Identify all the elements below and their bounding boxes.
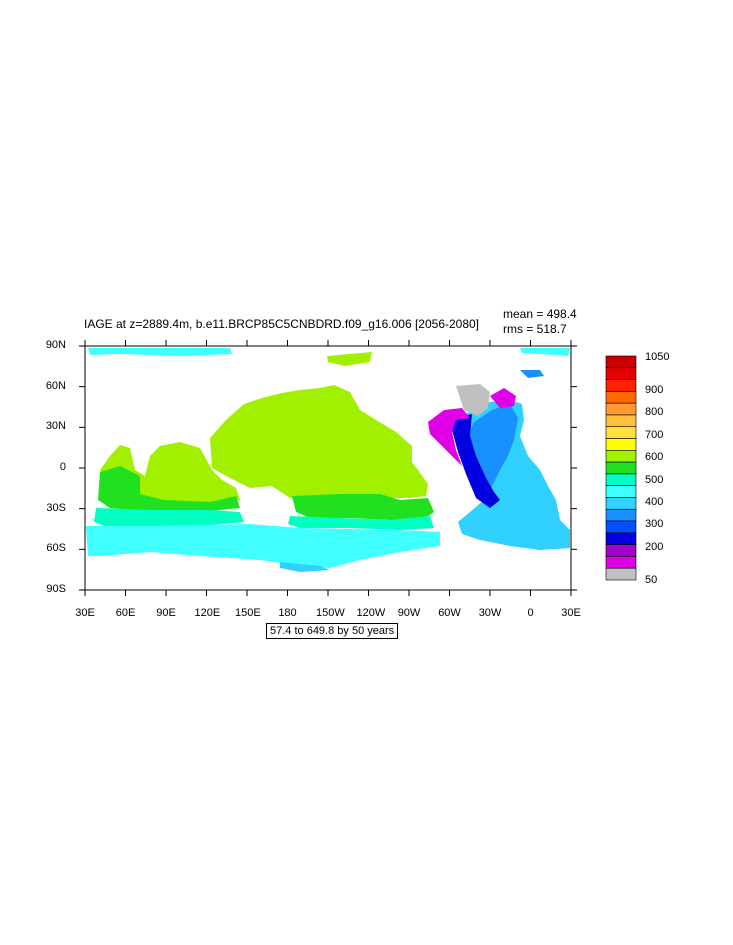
colorbar-label: 600	[645, 451, 664, 463]
lat-label: 90S	[46, 583, 66, 595]
colorbar-label: 800	[645, 406, 664, 418]
colorbar-box	[605, 379, 637, 392]
lat-label: 30N	[45, 420, 66, 433]
lon-label: 120E	[194, 607, 221, 619]
ocean-pacific-teal	[288, 516, 434, 530]
colorbar-box	[605, 508, 637, 522]
ocean-southern-blue	[280, 562, 330, 572]
colorbar-box	[605, 391, 637, 404]
lon-ticks	[84, 340, 572, 596]
lat-label: 0	[59, 461, 66, 473]
ocean-pacific	[210, 385, 428, 500]
colorbar-box	[605, 367, 637, 380]
colorbar-label: 50	[645, 574, 658, 586]
colorbar-box	[605, 497, 637, 510]
colorbar-label: 900	[645, 384, 664, 396]
ocean-arctic-west	[88, 348, 232, 356]
plot-title: IAGE at z=2889.4m, b.e11.BRCP85C5CNBDRD.…	[84, 317, 480, 331]
lon-label: 120W	[356, 607, 386, 619]
lat-label: 30S	[46, 501, 66, 514]
lon-label: 180	[278, 607, 297, 619]
greenland	[456, 384, 490, 416]
ocean-nordic	[490, 388, 516, 408]
lon-label: 30W	[478, 607, 502, 619]
colorbar-box	[605, 450, 637, 463]
contour-caption: 57.4 to 649.8 by 50 years	[266, 623, 399, 639]
colorbar-box	[605, 426, 637, 439]
ocean-arctic-green	[327, 352, 372, 366]
mean-stat: mean = 498.4	[503, 307, 577, 321]
lon-label: 90E	[156, 607, 176, 619]
colorbar-box	[605, 438, 637, 451]
lon-label: 90W	[397, 607, 421, 619]
lon-label: 0	[527, 607, 534, 619]
colorbar-label: 1050	[645, 351, 670, 363]
colorbar-box	[605, 532, 637, 545]
colorbar-box	[605, 485, 637, 498]
colorbar-label: 400	[645, 496, 664, 508]
lat-ticks	[79, 345, 577, 591]
lat-label: 60S	[46, 542, 66, 555]
lon-label: 60E	[115, 607, 136, 619]
colorbar-box	[605, 414, 637, 428]
ocean-labrador	[428, 408, 470, 466]
lon-label: 150E	[235, 607, 261, 619]
colorbar-box	[605, 544, 637, 557]
colorbar-box	[605, 556, 637, 569]
lon-label: 60W	[438, 607, 461, 619]
colorbar-box	[605, 520, 637, 534]
ocean-pacific-south	[292, 494, 434, 522]
ocean-indian-green	[98, 466, 240, 512]
colorbar-box	[605, 355, 637, 369]
colorbar-label: 500	[645, 474, 664, 486]
colorbar-box	[605, 402, 637, 416]
colorbar-box	[605, 567, 637, 581]
ocean-southern	[86, 524, 440, 568]
ocean-barents	[520, 370, 544, 378]
colorbar-label: 700	[645, 429, 664, 441]
ocean-atlantic-deep	[452, 414, 500, 508]
colorbar-box	[605, 461, 637, 475]
colorbar	[605, 355, 637, 581]
lon-label: 30E	[75, 607, 95, 619]
lat-label: 90N	[45, 339, 66, 351]
colorbar-label: 300	[645, 518, 664, 530]
rms-stat: rms = 518.7	[503, 322, 567, 336]
ocean-indian-teal	[94, 508, 244, 528]
lat-label: 60N	[45, 379, 66, 392]
ocean-arctic-east	[520, 348, 570, 356]
lon-label: 150W	[316, 607, 345, 619]
colorbar-box	[605, 473, 637, 486]
colorbar-label: 200	[645, 541, 664, 553]
lon-label: 30E	[561, 607, 581, 619]
